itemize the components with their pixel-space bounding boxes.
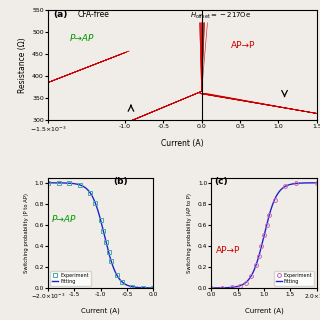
- Text: AP→P: AP→P: [231, 41, 255, 50]
- Text: CFA-free: CFA-free: [77, 10, 109, 19]
- X-axis label: Current (A): Current (A): [245, 307, 284, 314]
- Legend: Experiment, Fitting: Experiment, Fitting: [274, 271, 314, 285]
- X-axis label: Current (A): Current (A): [161, 139, 204, 148]
- X-axis label: Current (A): Current (A): [81, 307, 120, 314]
- Y-axis label: Resistance (Ω): Resistance (Ω): [18, 37, 27, 93]
- Legend: Experiment, Fitting: Experiment, Fitting: [51, 271, 91, 285]
- Text: $H_\mathrm{offset}=-217\mathrm{Oe}$: $H_\mathrm{offset}=-217\mathrm{Oe}$: [190, 10, 252, 20]
- Text: AP→P: AP→P: [216, 246, 240, 255]
- Text: (a): (a): [53, 10, 68, 19]
- Text: (c): (c): [214, 177, 228, 186]
- Text: P→AP: P→AP: [69, 34, 94, 43]
- Y-axis label: Switching probability (P to AP): Switching probability (P to AP): [24, 193, 29, 273]
- Text: P→AP: P→AP: [52, 215, 76, 224]
- Text: (b): (b): [113, 177, 128, 186]
- Y-axis label: Switching probability (AP to P): Switching probability (AP to P): [187, 193, 192, 273]
